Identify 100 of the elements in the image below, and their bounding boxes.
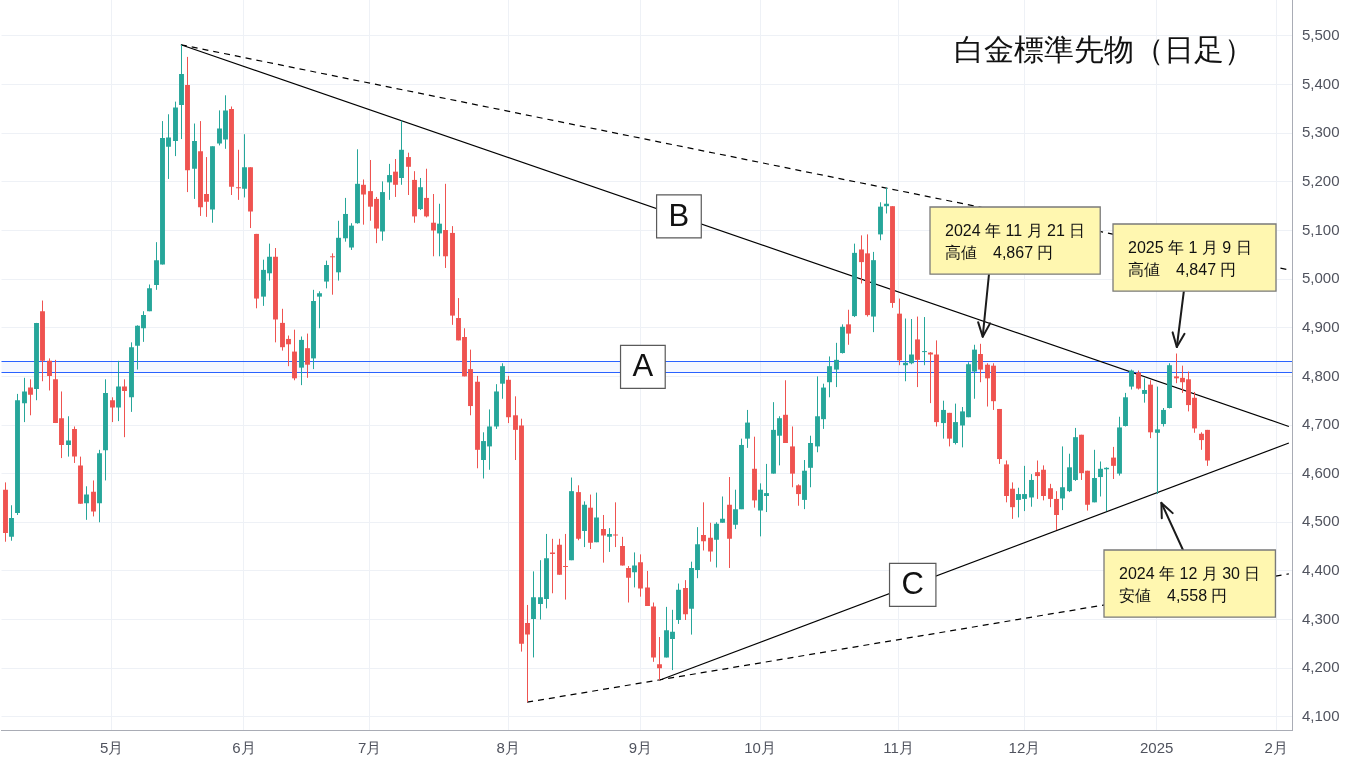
candlestick — [645, 570, 650, 607]
y-tick-label: 4,700 — [1302, 415, 1340, 433]
candlestick — [1029, 473, 1034, 508]
y-tick-label: 5,400 — [1302, 74, 1340, 92]
y-tick-label: 5,100 — [1302, 220, 1340, 238]
candlestick — [531, 570, 536, 658]
y-tick-label: 4,100 — [1302, 706, 1340, 724]
y-tick-label: 4,500 — [1302, 512, 1340, 530]
x-tick-label: 8月 — [496, 738, 520, 756]
y-tick-label: 5,000 — [1302, 269, 1340, 287]
candlestick — [953, 403, 958, 445]
text: 白金標準先物（日足） — [954, 33, 1254, 67]
annotation: 2025 年 1 月 9 日 — [1128, 239, 1252, 257]
candlestick — [733, 489, 738, 530]
candlestick — [116, 360, 121, 422]
candlestick — [834, 342, 839, 388]
candlestick — [708, 522, 713, 563]
candlestick — [745, 409, 750, 449]
candlestick — [941, 400, 946, 440]
x-tick-label: 2月 — [1264, 738, 1288, 756]
candlestick — [657, 636, 662, 681]
candlestick — [317, 290, 322, 329]
candlestick — [1060, 445, 1065, 511]
candlestick — [1136, 370, 1141, 391]
candlestick — [620, 536, 625, 567]
candlestick — [928, 351, 933, 404]
x-tick-label: 5月 — [99, 738, 124, 756]
candlestick — [361, 178, 366, 226]
candlestick — [607, 527, 612, 553]
candlestick — [242, 133, 247, 198]
candlestick — [632, 551, 637, 588]
candlestick — [406, 152, 411, 196]
candlestick — [84, 485, 89, 521]
candlestick — [110, 396, 115, 423]
x-tick-label: 9月 — [628, 738, 653, 756]
x-tick-label: 12月 — [1008, 738, 1041, 756]
candlestick — [1111, 446, 1116, 480]
candlestick — [324, 260, 329, 289]
candlestick — [846, 309, 851, 346]
x-tick-label: 7月 — [358, 738, 382, 756]
candlestick — [1054, 490, 1059, 531]
candlestick — [28, 378, 33, 416]
y-tick-label: 4,400 — [1302, 561, 1340, 579]
y-tick-label: 5,300 — [1302, 123, 1340, 141]
y-tick-label: 5,200 — [1302, 172, 1340, 190]
y-tick-label: 4,300 — [1302, 609, 1340, 627]
candlestick — [1098, 460, 1103, 497]
annotation: 安値 4,558 円 — [1119, 586, 1228, 604]
candlestick — [437, 203, 442, 257]
candlestick — [796, 483, 801, 507]
candlestick — [915, 316, 920, 388]
annotation: 2024 年 12 月 30 日 — [1119, 565, 1261, 583]
y-tick-label: 4,800 — [1302, 366, 1340, 384]
candlestick — [147, 283, 152, 312]
candlestick — [827, 355, 832, 398]
x-tick-label: 6月 — [232, 738, 256, 756]
candlestick — [66, 415, 71, 458]
candlestick — [714, 521, 719, 568]
candlestick — [393, 158, 398, 198]
band-label: A — [632, 348, 654, 384]
annotation: 高値 4,867 円 — [945, 243, 1054, 261]
series-label: C — [901, 566, 924, 602]
annotation: 2024 年 11 月 21 日 — [945, 222, 1086, 240]
candlestick — [1048, 483, 1053, 508]
candlestick — [305, 333, 310, 379]
candlestick — [720, 496, 725, 524]
candlestick — [613, 501, 618, 548]
candlestick — [91, 479, 96, 517]
candlestick — [1174, 353, 1179, 384]
candlestick — [418, 177, 423, 211]
annotation: 高値 4,847 円 — [1128, 260, 1237, 278]
candlestick — [387, 163, 392, 201]
candlestick — [122, 378, 127, 438]
candlestick — [431, 193, 436, 257]
candlestick — [47, 357, 52, 391]
y-tick-label: 4,200 — [1302, 658, 1340, 676]
candlestick — [9, 504, 14, 542]
candlestick — [424, 168, 429, 218]
y-tick-label: 5,500 — [1302, 26, 1340, 44]
candlestick — [601, 514, 606, 564]
candlestick — [330, 252, 335, 296]
candlestick — [1129, 369, 1134, 391]
x-tick-label: 10月 — [744, 738, 776, 756]
candlestick — [1161, 407, 1166, 427]
candlestick — [500, 362, 505, 400]
x-tick-label: 11月 — [883, 738, 914, 756]
candlestick — [978, 343, 983, 383]
candlestick — [1155, 386, 1160, 495]
y-tick-label: 4,600 — [1302, 463, 1340, 481]
candlestick — [22, 377, 27, 423]
candlestick — [922, 316, 927, 366]
candlestick — [236, 149, 241, 201]
x-tick-label: 2025 — [1139, 738, 1174, 756]
y-tick-label: 4,900 — [1302, 317, 1340, 335]
candlestick — [550, 538, 555, 594]
candlestick — [909, 318, 914, 365]
candlestick — [1142, 377, 1147, 404]
candlestick — [626, 565, 631, 604]
series-label: B — [668, 197, 690, 233]
candlestick — [701, 501, 706, 551]
